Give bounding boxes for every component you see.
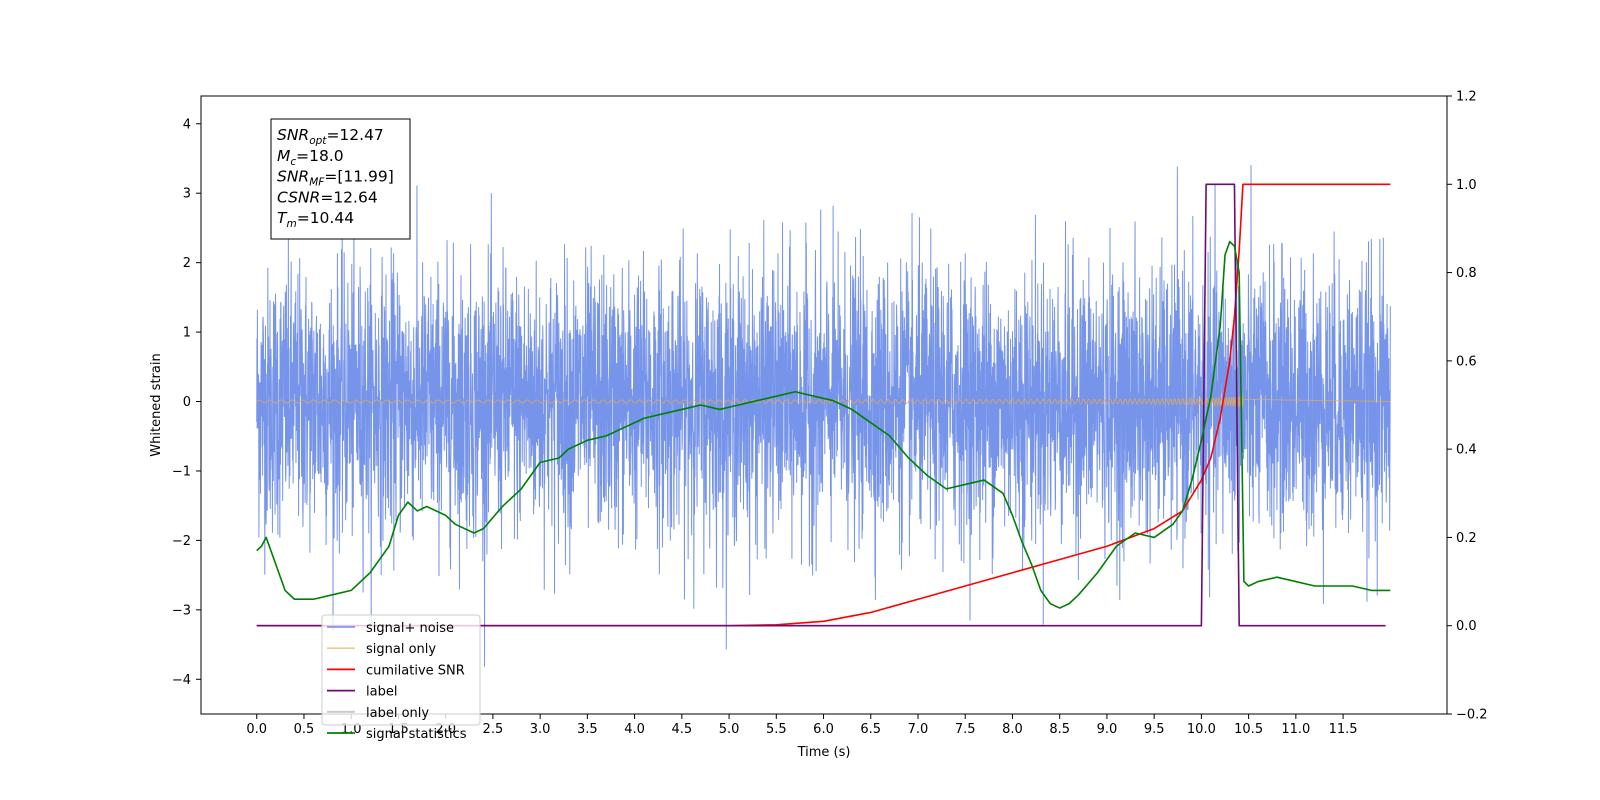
annotation-value: =18.0 xyxy=(296,147,344,165)
annotation-subscript: opt xyxy=(309,135,327,147)
annotation-subscript: c xyxy=(290,156,296,168)
x-tick-label: 0.5 xyxy=(294,722,315,737)
left-y-tick-label: 2 xyxy=(183,256,191,271)
x-tick-label: 7.0 xyxy=(908,722,929,737)
right-y-tick-label: 0.2 xyxy=(1456,531,1477,546)
legend-label: signal only xyxy=(366,642,436,657)
series-signal-statistics xyxy=(256,240,1391,609)
annotation-value: =10.44 xyxy=(297,209,354,227)
right-y-tick-label: −0.2 xyxy=(1456,708,1488,723)
left-y-tick-label: 3 xyxy=(183,187,191,202)
legend-label: label xyxy=(366,685,397,700)
series-layer xyxy=(256,165,1391,667)
x-tick-label: 9.5 xyxy=(1144,722,1165,737)
right-y-tick-label: 0.4 xyxy=(1456,443,1477,458)
x-tick-label: 10.0 xyxy=(1187,722,1216,737)
left-y-tick-label: −2 xyxy=(172,534,191,549)
x-axis-label: Time (s) xyxy=(797,745,851,760)
annotation-symbol: T xyxy=(277,209,288,227)
right-y-tick-label: 0.0 xyxy=(1456,619,1477,634)
legend-label: signal+ noise xyxy=(366,621,454,636)
x-tick-label: 5.5 xyxy=(766,722,787,737)
x-tick-label: 4.0 xyxy=(624,722,645,737)
x-tick-label: 10.5 xyxy=(1234,722,1263,737)
annotation-line: SNRopt=12.47 xyxy=(277,126,384,147)
y-axis-label: Whitened strain xyxy=(149,353,164,456)
legend-frame xyxy=(321,614,481,726)
x-tick-label: 2.5 xyxy=(483,722,504,737)
annotation-frame xyxy=(270,118,411,240)
x-tick-label: 9.0 xyxy=(1097,722,1118,737)
annotation-value: =12.47 xyxy=(326,126,383,144)
legend-label: signal statistics xyxy=(366,727,467,742)
x-tick-label: 11.0 xyxy=(1281,722,1310,737)
left-y-tick-label: −4 xyxy=(172,673,191,688)
left-y-tick-label: 4 xyxy=(183,117,191,132)
x-tick-label: 8.5 xyxy=(1049,722,1070,737)
x-tick-label: 4.5 xyxy=(671,722,692,737)
x-tick-label: 11.5 xyxy=(1329,722,1358,737)
right-y-tick-label: 0.8 xyxy=(1456,266,1477,281)
left-y-tick-label: −1 xyxy=(172,464,191,479)
annotation-subscript: MF xyxy=(309,177,325,189)
annotation-symbol: SNR xyxy=(277,168,309,186)
annotation-box: SNRopt=12.47Mc=18.0SNRMF=[11.99]CSNR=12.… xyxy=(270,118,411,240)
x-axis-ticks: 0.0 0.5 1.0 1.5 2.0 2.5 3.0 3.5 4.0 4.5 5.0 5.5 6.0 6… xyxy=(246,714,1358,737)
series-signal-noise xyxy=(256,165,1391,667)
x-tick-label: 1.5 xyxy=(388,722,409,737)
legend-label: cumilative SNR xyxy=(366,663,465,678)
x-tick-label: 5.0 xyxy=(719,722,740,737)
x-tick-label: 3.0 xyxy=(530,722,551,737)
series-label xyxy=(256,183,1386,627)
annotation-line: Tm=10.44 xyxy=(277,209,354,230)
x-tick-label: 6.0 xyxy=(813,722,834,737)
right-y-tick-label: 1.0 xyxy=(1456,178,1477,193)
annotation-symbol: CSNR xyxy=(277,188,320,206)
x-tick-label: 8.0 xyxy=(1002,722,1023,737)
annotation-subscript: m xyxy=(286,218,296,230)
left-y-tick-label: 1 xyxy=(183,326,191,341)
annotation-symbol: SNR xyxy=(277,126,309,144)
left-y-tick-label: 0 xyxy=(183,395,191,410)
annotation-line: SNRMF=[11.99] xyxy=(277,168,394,189)
annotation-symbol: M xyxy=(277,147,290,165)
annotation-line: CSNR=12.64 xyxy=(277,188,378,206)
right-y-axis-ticks: 1.2 1.0 0.8 0.6 0.4 0.2 0.0 −0.2 xyxy=(1447,90,1488,723)
legend-label: label only xyxy=(366,706,429,721)
right-y-tick-label: 0.6 xyxy=(1456,354,1477,369)
left-y-axis-ticks: 4 3 2 1 0 −1 −2 −3 −4 xyxy=(172,117,201,688)
annotation-value: =[11.99] xyxy=(324,168,393,186)
x-tick-label: 7.5 xyxy=(955,722,976,737)
legend: signal+ noise signal only cumilative SNR la… xyxy=(321,614,481,742)
annotation-line: Mc=18.0 xyxy=(277,147,344,168)
x-tick-label: 0.0 xyxy=(246,722,267,737)
x-tick-label: 2.0 xyxy=(435,722,456,737)
x-tick-label: 6.5 xyxy=(860,722,881,737)
annotation-value: =12.64 xyxy=(320,188,377,206)
series-cumilative-snr xyxy=(256,183,1391,627)
right-y-tick-label: 1.2 xyxy=(1456,90,1477,105)
left-y-tick-label: −3 xyxy=(172,603,191,618)
x-tick-label: 3.5 xyxy=(577,722,598,737)
